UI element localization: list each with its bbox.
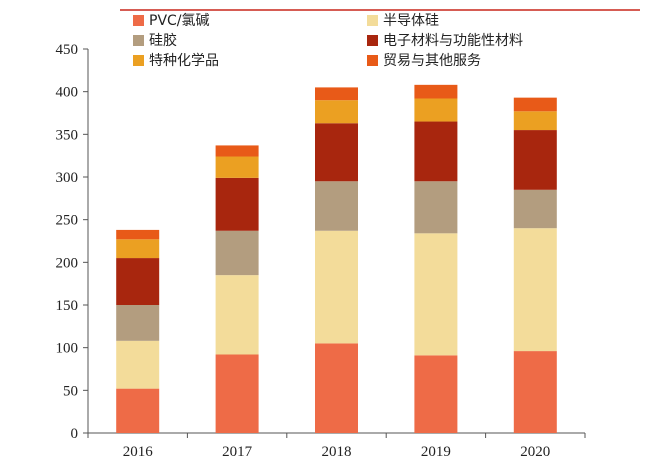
bar-segment bbox=[315, 181, 358, 231]
bar-segment bbox=[414, 181, 458, 234]
legend-label: 硅胶 bbox=[149, 32, 177, 49]
bar-segment bbox=[513, 111, 557, 131]
bar-segment bbox=[513, 189, 557, 229]
bar-segment bbox=[315, 230, 358, 344]
legend-label: PVC/氯碱 bbox=[149, 13, 210, 29]
y-tick-label: 150 bbox=[56, 298, 79, 314]
bar-segment bbox=[215, 275, 259, 355]
bar-segment bbox=[315, 343, 358, 433]
bar-segment bbox=[215, 156, 259, 178]
legend-swatch bbox=[133, 35, 144, 46]
bar-segment bbox=[116, 239, 160, 259]
bar-segment bbox=[414, 121, 458, 182]
legend-label: 半导体硅 bbox=[383, 13, 439, 29]
bar-segment bbox=[315, 87, 358, 101]
bar-segment bbox=[315, 123, 358, 182]
legend-swatch bbox=[133, 15, 144, 26]
x-tick-label: 2016 bbox=[123, 444, 154, 460]
bar-segment bbox=[116, 229, 160, 240]
x-tick-label: 2019 bbox=[421, 444, 451, 460]
legend-label: 贸易与其他服务 bbox=[383, 53, 481, 69]
bar-segment bbox=[116, 340, 160, 389]
bar-segment bbox=[414, 98, 458, 122]
bar-segment bbox=[414, 84, 458, 99]
bar-segment bbox=[513, 97, 557, 112]
x-tick-label: 2020 bbox=[520, 444, 550, 460]
bar-segment bbox=[513, 228, 557, 352]
y-tick-label: 300 bbox=[56, 170, 79, 186]
bar-segment bbox=[414, 233, 458, 356]
bar-segment bbox=[215, 145, 259, 157]
bars bbox=[116, 84, 557, 433]
bar-segment bbox=[116, 305, 160, 341]
y-tick-label: 400 bbox=[56, 85, 79, 101]
y-tick-label: 350 bbox=[56, 127, 79, 143]
bar-segment bbox=[215, 230, 259, 276]
bar-segment bbox=[116, 258, 160, 305]
y-tick-label: 100 bbox=[56, 341, 79, 357]
x-tick-label: 2017 bbox=[222, 444, 253, 460]
legend-label: 特种化学品 bbox=[149, 53, 219, 69]
x-tick-label: 2018 bbox=[322, 444, 352, 460]
y-tick-label: 250 bbox=[56, 213, 79, 229]
bar-segment bbox=[215, 177, 259, 231]
bar-segment bbox=[116, 388, 160, 433]
y-tick-label: 50 bbox=[63, 383, 78, 399]
bar-segment bbox=[513, 130, 557, 190]
bar-segment bbox=[215, 354, 259, 433]
y-tick-label: 200 bbox=[56, 255, 79, 271]
y-tick-label: 0 bbox=[71, 426, 79, 442]
legend-swatch bbox=[367, 15, 378, 26]
bar-segment bbox=[414, 355, 458, 433]
legend-label: 电子材料与功能性材料 bbox=[383, 33, 523, 49]
bar-segment bbox=[315, 100, 358, 124]
legend-swatch bbox=[133, 55, 144, 66]
bar-segment bbox=[513, 351, 557, 433]
legend-swatch bbox=[367, 35, 378, 46]
axes: 0 50 100 150 200 250 300 350 400 450 2016 2017 2018 2… bbox=[56, 42, 586, 460]
y-tick-label: 450 bbox=[56, 42, 79, 58]
legend-swatch bbox=[367, 55, 378, 66]
